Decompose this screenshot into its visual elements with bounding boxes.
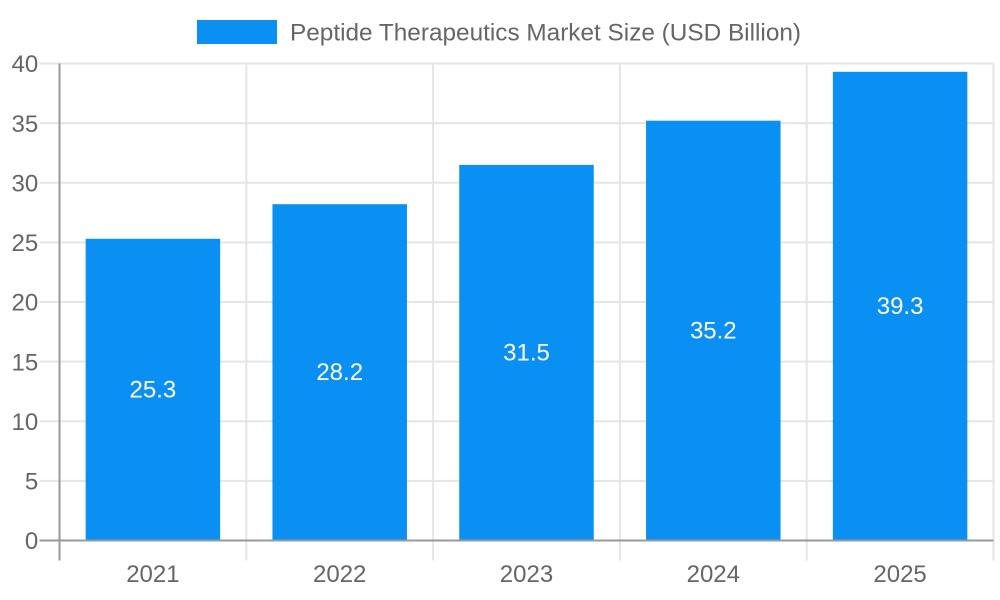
svg-text:39.3: 39.3 — [877, 293, 924, 320]
svg-text:28.2: 28.2 — [316, 359, 363, 386]
svg-text:Peptide Therapeutics Market Si: Peptide Therapeutics Market Size (USD Bi… — [290, 20, 801, 47]
svg-text:10: 10 — [11, 409, 38, 436]
svg-text:35.2: 35.2 — [690, 317, 737, 344]
svg-text:2022: 2022 — [313, 561, 366, 588]
svg-text:2025: 2025 — [873, 561, 926, 588]
svg-text:15: 15 — [11, 349, 38, 376]
svg-text:25.3: 25.3 — [130, 376, 177, 403]
svg-text:0: 0 — [25, 528, 38, 555]
svg-text:2024: 2024 — [687, 561, 740, 588]
svg-text:35: 35 — [11, 111, 38, 138]
svg-text:5: 5 — [25, 469, 38, 496]
svg-text:20: 20 — [11, 290, 38, 317]
svg-text:40: 40 — [11, 51, 38, 78]
svg-text:2023: 2023 — [500, 561, 553, 588]
svg-text:30: 30 — [11, 171, 38, 198]
svg-text:2021: 2021 — [126, 561, 179, 588]
svg-text:25: 25 — [11, 230, 38, 257]
svg-text:31.5: 31.5 — [503, 340, 550, 367]
